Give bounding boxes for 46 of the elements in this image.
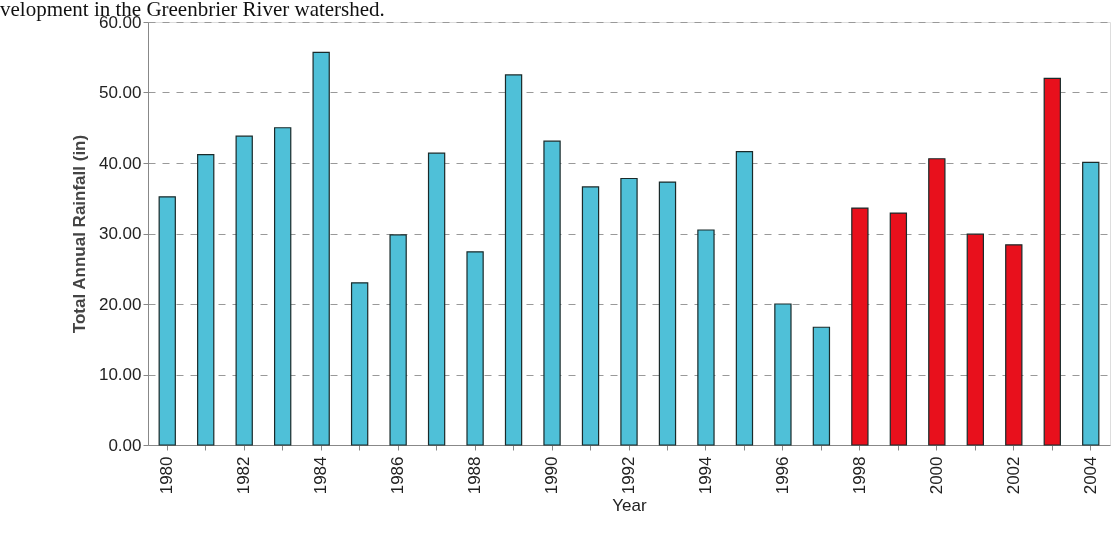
x-tick-label: 1986 [388,456,408,495]
y-tick-label: 50.00 [98,83,142,102]
bar [197,153,215,446]
y-axis-title: Total Annual Rainfall (in) [69,134,89,334]
y-tick-label: 40.00 [98,153,142,173]
bar [735,151,754,446]
bar [389,234,407,446]
x-tick-label: 1998 [849,456,869,495]
bar [1005,244,1023,446]
x-tick-label: 1980 [157,456,177,495]
x-tick-label: 1982 [234,456,254,495]
bar [158,196,176,446]
bar [620,177,638,446]
bar [274,127,292,446]
bar [1082,161,1100,446]
x-tick-label: 2002 [1003,456,1023,495]
bar [350,282,369,446]
x-tick-label: 1992 [619,456,638,495]
bar [889,212,908,446]
x-tick-label: 1984 [311,456,331,495]
bar [697,229,715,446]
x-axis-title: Year [612,496,648,516]
bar [504,74,523,446]
x-tick-label: 1988 [465,456,485,495]
bar [235,135,253,446]
x-tick-label: 2000 [926,456,946,495]
bar [812,326,831,446]
bar [1043,77,1061,446]
bar [851,207,869,446]
y-tick-label: 10.00 [98,365,142,384]
bar [774,303,792,446]
bar [658,181,677,446]
y-tick-label: 30.00 [98,224,142,243]
y-tick-label: 0.00 [108,435,142,455]
bar [312,51,330,446]
bar [427,152,446,446]
bar [581,186,600,446]
x-tick-label: 1996 [772,456,792,495]
bar [466,251,484,446]
x-tick-label: 1994 [695,456,715,495]
bar [543,140,561,446]
x-tick-label: 2004 [1080,456,1100,495]
bar [966,233,984,446]
x-tick-label: 1990 [542,456,562,495]
bar [928,158,946,446]
y-tick-label: 20.00 [98,294,142,314]
